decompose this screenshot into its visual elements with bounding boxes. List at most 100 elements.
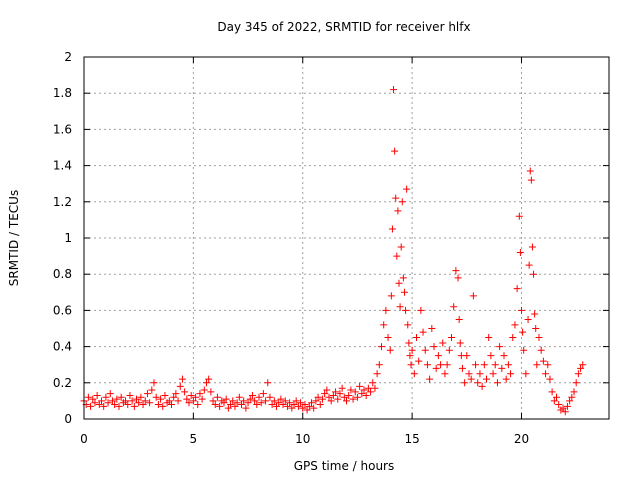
- data-point: [334, 395, 342, 403]
- data-point: [404, 321, 412, 329]
- data-point: [148, 386, 156, 394]
- data-point: [205, 375, 213, 383]
- data-point: [244, 399, 252, 407]
- data-point: [93, 391, 101, 399]
- data-point: [161, 391, 169, 399]
- data-point: [397, 243, 405, 251]
- data-point: [343, 397, 350, 405]
- data-point: [456, 339, 464, 347]
- data-point: [516, 248, 524, 256]
- axis-ticks: [83, 56, 609, 420]
- data-point: [428, 325, 436, 332]
- data-point: [238, 401, 245, 409]
- data-point: [196, 390, 204, 398]
- data-point: [227, 401, 235, 409]
- data-point: [297, 399, 305, 407]
- data-point: [283, 402, 291, 410]
- data-point: [288, 404, 296, 412]
- data-point: [275, 399, 283, 407]
- data-point: [502, 375, 510, 383]
- data-point: [111, 401, 119, 409]
- data-point: [165, 397, 173, 405]
- data-point: [437, 361, 445, 369]
- data-point: [178, 375, 186, 383]
- data-point: [553, 393, 560, 401]
- data-point: [122, 397, 130, 405]
- data-point: [398, 198, 406, 206]
- data-point: [100, 402, 108, 410]
- data-point: [574, 370, 582, 378]
- data-point: [181, 388, 189, 396]
- data-point: [531, 310, 539, 318]
- data-point: [535, 334, 543, 342]
- data-point: [174, 397, 182, 405]
- data-point: [548, 388, 556, 396]
- data-point: [390, 86, 398, 94]
- data-point: [358, 390, 366, 398]
- data-point: [387, 292, 395, 300]
- data-point: [146, 399, 154, 407]
- data-point: [532, 325, 540, 332]
- data-point: [135, 399, 143, 407]
- y-tick-label: 0: [64, 412, 72, 426]
- data-point: [520, 346, 528, 354]
- data-point: [388, 225, 396, 233]
- y-tick-label: 1.6: [53, 122, 72, 136]
- data-point: [504, 361, 512, 369]
- data-point: [321, 390, 329, 398]
- data-point: [213, 393, 221, 401]
- data-point: [168, 401, 175, 409]
- data-point: [301, 401, 309, 409]
- y-tick-label: 0.2: [53, 376, 72, 390]
- data-point: [525, 261, 533, 269]
- data-point: [489, 370, 497, 378]
- data-point: [137, 393, 145, 401]
- data-point: [500, 352, 508, 360]
- data-point: [89, 395, 97, 403]
- data-point: [113, 395, 121, 403]
- data-point: [262, 397, 270, 405]
- data-point: [393, 252, 401, 260]
- data-point: [542, 370, 550, 378]
- data-point: [555, 401, 563, 409]
- data-point: [430, 343, 438, 351]
- data-point: [518, 306, 525, 314]
- data-point: [559, 404, 567, 412]
- y-tick-label: 1.8: [53, 86, 72, 100]
- data-point: [519, 328, 527, 336]
- data-point: [347, 386, 355, 394]
- data-point: [126, 391, 134, 399]
- data-point: [351, 388, 359, 396]
- data-point: [498, 364, 506, 372]
- data-point: [209, 397, 217, 405]
- data-point: [312, 397, 320, 405]
- data-point: [483, 375, 490, 383]
- data-point: [443, 361, 451, 369]
- data-point: [413, 334, 420, 342]
- data-point: [399, 274, 407, 282]
- data-point: [396, 303, 404, 311]
- data-point: [384, 334, 392, 342]
- data-point: [257, 399, 265, 407]
- data-point: [550, 397, 558, 405]
- data-point: [511, 321, 519, 329]
- data-point: [544, 361, 552, 369]
- data-point: [524, 315, 532, 323]
- data-point: [394, 207, 402, 215]
- data-point: [340, 393, 348, 401]
- data-point: [392, 194, 400, 202]
- data-point: [172, 390, 180, 398]
- data-point: [314, 393, 322, 401]
- data-point: [318, 395, 326, 403]
- data-point: [403, 185, 411, 193]
- data-point: [152, 393, 160, 401]
- x-axis-label: GPS time / hours: [294, 459, 395, 473]
- data-point: [255, 393, 263, 401]
- x-tick-label: 5: [190, 432, 198, 446]
- data-point: [400, 288, 408, 296]
- x-tick-label: 0: [80, 432, 88, 446]
- data-point: [452, 267, 460, 275]
- data-point: [458, 364, 466, 372]
- data-point: [407, 361, 415, 369]
